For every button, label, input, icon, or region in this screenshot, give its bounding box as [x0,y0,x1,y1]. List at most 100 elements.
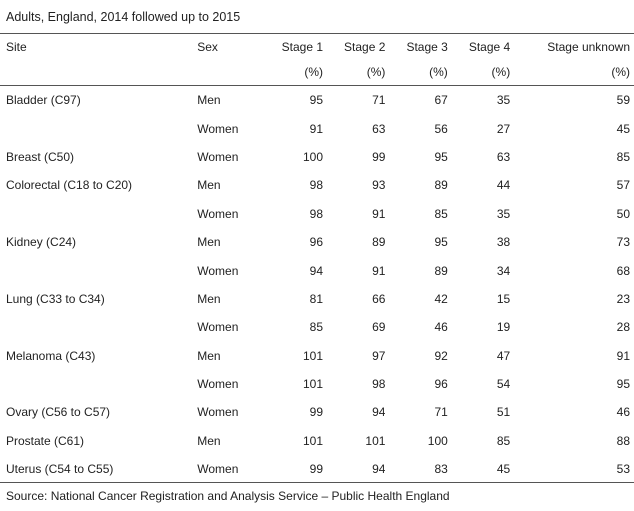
stage-unknown-cell: 95 [616,377,630,392]
table-row: Women 91 63 56 27 45 [0,114,630,142]
stage1-cell: 96 [309,235,324,250]
stage2-cell: 71 [372,93,386,108]
table-row: Lung (C33 to C34) Men 81 66 42 15 23 [0,285,630,313]
header-stage1: Stage 1 [281,39,324,54]
stage1-cell: 81 [309,291,324,306]
sex-cell: Women [197,405,239,420]
site-cell: Ovary (C56 to C57) [6,405,111,420]
stage1-cell: 85 [309,320,324,335]
table-header: Site Sex Stage 1 Stage 2 Stage 3 Stage 4… [0,34,630,84]
sex-cell: Men [197,291,221,306]
stage3-cell: 100 [427,433,448,448]
sex-cell: Women [197,462,239,477]
stage3-cell: 83 [434,462,448,477]
stage4-cell: 15 [496,291,511,306]
site-cell: Uterus (C54 to C55) [6,462,114,477]
stage-unknown-cell: 88 [616,433,630,448]
stage2-cell: 94 [372,462,386,477]
stage2-cell: 98 [372,377,386,392]
site-cell: Breast (C50) [6,149,75,164]
stage4-cell: 85 [496,433,511,448]
stage-unknown-cell: 50 [616,206,630,221]
stage3-cell: 67 [434,93,448,108]
unit-stage1: (%) [304,64,324,79]
stage4-cell: 34 [496,263,511,278]
stage2-cell: 66 [372,291,386,306]
header-stage-unknown: Stage unknown [547,39,630,54]
stage3-cell: 92 [434,348,448,363]
stage1-cell: 91 [309,121,324,136]
sex-cell: Women [197,320,239,335]
header-row-labels: Site Sex Stage 1 Stage 2 Stage 3 Stage 4… [0,34,630,59]
stage4-cell: 35 [496,206,511,221]
stage4-cell: 27 [496,121,511,136]
table-row: Colorectal (C18 to C20) Men 98 93 89 44 57 [0,171,630,199]
table-row: Ovary (C56 to C57) Women 99 94 71 51 46 [0,398,630,426]
table-row: Prostate (C61) Men 101 101 100 85 88 [0,427,630,455]
stage1-cell: 98 [309,206,324,221]
site-cell [0,200,197,228]
header-row-units: (%) (%) (%) (%) (%) [0,59,630,84]
stage3-cell: 95 [434,235,448,250]
sex-cell: Women [197,149,239,164]
table-row: Women 98 91 85 35 50 [0,200,630,228]
stage1-cell: 95 [309,93,324,108]
table-row: Women 85 69 46 19 28 [0,313,630,341]
stage4-cell: 38 [496,235,511,250]
header-stage3: Stage 3 [406,39,448,54]
unit-stage4: (%) [491,64,511,79]
stage2-cell: 89 [372,235,386,250]
stage3-cell: 89 [434,178,448,193]
table-row: Bladder (C97) Men 95 71 67 35 59 [0,86,630,114]
stage2-cell: 69 [372,320,386,335]
header-stage4: Stage 4 [468,39,511,54]
top-rule [0,33,634,34]
stage2-cell: 94 [372,405,386,420]
table-row: Women 101 98 96 54 95 [0,370,630,398]
unit-stage3: (%) [429,64,448,79]
site-cell [0,256,197,284]
stage4-cell: 44 [496,178,511,193]
stage3-cell: 71 [434,405,448,420]
site-cell: Colorectal (C18 to C20) [6,178,133,193]
sex-cell: Women [197,121,239,136]
stage3-cell: 96 [434,377,448,392]
stage4-cell: 47 [496,348,511,363]
sex-cell: Men [197,348,221,363]
stage3-cell: 95 [434,149,448,164]
stage-unknown-cell: 59 [616,93,630,108]
sex-cell: Men [197,433,221,448]
site-cell: Kidney (C24) [6,235,77,250]
header-rule [0,85,634,86]
stage-unknown-cell: 23 [616,291,630,306]
sex-cell: Women [197,377,239,392]
stage2-cell: 101 [365,433,386,448]
stage-unknown-cell: 85 [616,149,630,164]
site-cell [0,313,197,341]
stage1-cell: 100 [303,149,324,164]
stage-unknown-cell: 46 [616,405,630,420]
sex-cell: Men [197,178,221,193]
table-row: Melanoma (C43) Men 101 97 92 47 91 [0,342,630,370]
header-stage2: Stage 2 [344,39,386,54]
stage4-cell: 19 [496,320,511,335]
stage2-cell: 63 [372,121,386,136]
site-cell: Melanoma (C43) [6,348,96,363]
stage3-cell: 46 [434,320,448,335]
sex-cell: Women [197,206,239,221]
stage2-cell: 91 [372,206,386,221]
stage3-cell: 42 [434,291,448,306]
table-body: Bladder (C97) Men 95 71 67 35 59 Women 91 63 56 27 4… [0,86,630,483]
stage2-cell: 99 [372,149,386,164]
site-cell [0,114,197,142]
stage3-cell: 56 [434,121,448,136]
bottom-rule [0,482,634,483]
stage4-cell: 45 [496,462,511,477]
stage-unknown-cell: 53 [616,462,630,477]
header-site: Site [6,39,27,54]
source-note: Source: National Cancer Registration and… [6,489,450,503]
sex-cell: Men [197,235,221,250]
stage3-cell: 85 [434,206,448,221]
stage-unknown-cell: 91 [616,348,630,363]
site-cell: Lung (C33 to C34) [6,291,105,306]
